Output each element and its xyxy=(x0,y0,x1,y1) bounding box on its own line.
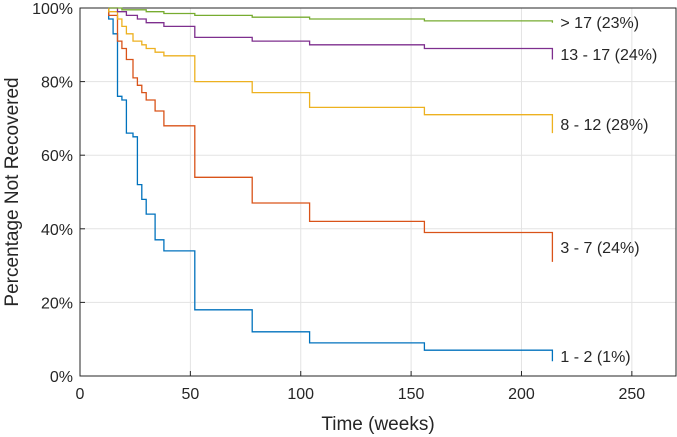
y-axis-title: Percentage Not Recovered xyxy=(2,77,23,306)
series-line-4 xyxy=(108,7,554,60)
y-tick-label: 40% xyxy=(41,222,73,239)
x-tick-label: 200 xyxy=(508,386,535,403)
x-tick-label: 150 xyxy=(398,386,425,403)
series-labels: 1 - 2 (1%) 3 - 7 (24%) 8 - 12 (28%) 13 - 17… xyxy=(560,15,657,366)
axis-ticks: 0 50 100 150 200 250 0% 20% 40% 60% 80% 100% xyxy=(32,1,645,403)
plot-area-border xyxy=(79,7,677,377)
series-label-5: > 17 (23%) xyxy=(560,15,639,32)
y-tick-label: 80% xyxy=(41,75,73,92)
series-label-2: 3 - 7 (24%) xyxy=(560,240,639,257)
series-line-2 xyxy=(108,8,554,262)
series-line-5 xyxy=(108,7,554,23)
y-tick-label: 0% xyxy=(50,369,73,386)
y-tick-label: 20% xyxy=(41,295,73,312)
series-label-4: 13 - 17 (24%) xyxy=(560,47,657,64)
series-label-1: 1 - 2 (1%) xyxy=(560,349,630,366)
series-line-3 xyxy=(108,8,554,134)
x-tick-label: 50 xyxy=(181,386,199,403)
grid-lines xyxy=(80,8,676,376)
y-tick-label: 100% xyxy=(32,1,73,18)
x-tick-label: 250 xyxy=(619,386,646,403)
series-label-3: 8 - 12 (28%) xyxy=(560,117,648,134)
series-lines xyxy=(108,7,554,362)
x-axis-title: Time (weeks) xyxy=(321,414,434,435)
x-tick-label: 100 xyxy=(287,386,314,403)
x-tick-label: 0 xyxy=(76,386,85,403)
series-line-1 xyxy=(108,8,554,362)
y-tick-label: 60% xyxy=(41,148,73,165)
